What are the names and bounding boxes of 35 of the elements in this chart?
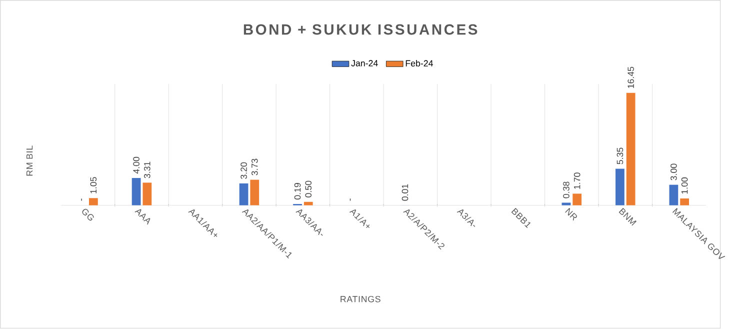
legend-label: Jan-24 (351, 60, 378, 67)
data-label: 0.01 (402, 184, 408, 201)
data-label: 5.35 (616, 148, 624, 164)
bar (304, 202, 313, 206)
data-label: 1.00 (681, 178, 688, 194)
data-label: - (350, 198, 351, 201)
bar (626, 93, 636, 206)
data-label: 0.50 (305, 181, 312, 198)
bar (616, 168, 624, 206)
x-axis-title: RATINGS (340, 296, 380, 302)
chart-title: BOND + SUKUK ISSUANCES (244, 24, 478, 35)
bar (572, 194, 582, 206)
data-label: - (81, 198, 82, 201)
data-label: 16.45 (628, 67, 634, 88)
data-label: 0.19 (294, 183, 301, 200)
data-label: 1.70 (574, 172, 580, 190)
data-label: 3.00 (670, 164, 677, 180)
bar (142, 182, 152, 206)
data-label: 3.73 (252, 158, 258, 176)
bar (250, 180, 260, 206)
bar (562, 202, 571, 206)
data-label: 3.31 (144, 162, 150, 178)
data-label: 1.05 (90, 177, 97, 194)
x-tick-label: NR (565, 208, 577, 221)
y-axis-title: RM BIL (26, 146, 33, 176)
bar (680, 198, 690, 206)
bar (88, 198, 98, 206)
data-label: 3.20 (240, 162, 247, 180)
bar (132, 178, 141, 206)
legend-label: Feb-24 (406, 60, 433, 67)
data-label: 4.00 (133, 157, 140, 174)
bar (239, 184, 248, 206)
bar (669, 184, 678, 206)
data-label: 0.38 (563, 182, 570, 198)
x-tick-label: GG (82, 209, 94, 221)
